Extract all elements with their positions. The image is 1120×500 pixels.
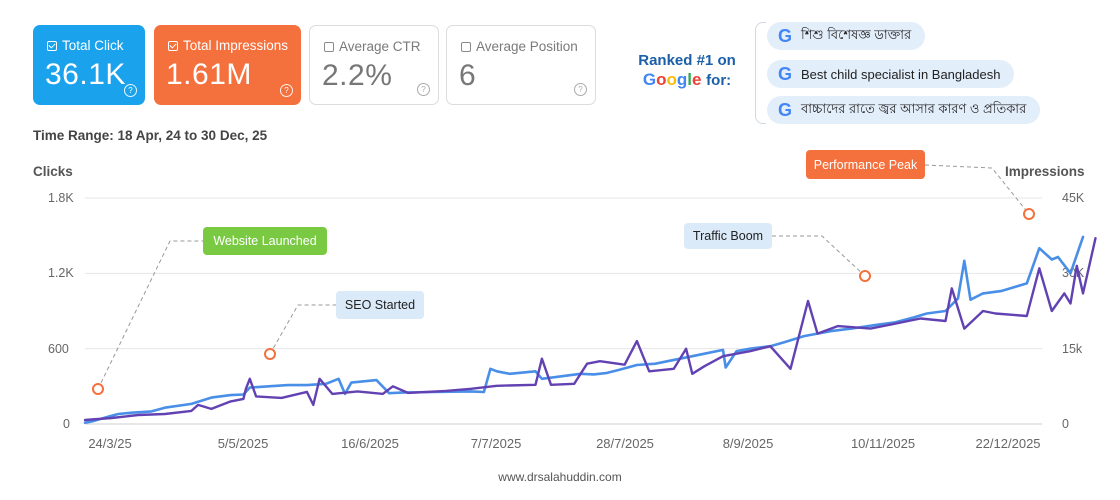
annotation-marker: [859, 270, 871, 282]
keyword-pill[interactable]: G বাচ্চাদের রাতে জ্বর আসার কারণ ও প্রতিক…: [767, 96, 1041, 124]
total-click-card[interactable]: Total Click 36.1K ?: [33, 25, 145, 105]
left-axis-title: Clicks: [33, 164, 73, 179]
right-tick-label: 15k: [1062, 342, 1083, 356]
annotation-marker: [92, 383, 104, 395]
x-tick-label: 10/11/2025: [850, 436, 916, 451]
average-ctr-card[interactable]: Average CTR 2.2% ?: [309, 25, 439, 105]
google-g-icon: G: [777, 25, 792, 46]
keyword-pill[interactable]: G Best child specialist in Bangladesh: [767, 60, 1015, 88]
annotation-leader: [97, 240, 203, 390]
checkbox-icon: [461, 41, 471, 52]
card-label: Average Position: [476, 39, 578, 54]
checkbox-icon: [47, 40, 57, 51]
google-letter: e: [691, 70, 702, 89]
average-position-card[interactable]: Average Position 6 ?: [446, 25, 596, 105]
keyword-text: Best child specialist in Bangladesh: [801, 66, 1001, 82]
keyword-pill[interactable]: G শিশু বিশেষজ্ঞ ডাক্তার: [767, 22, 926, 50]
google-g-icon: G: [777, 63, 792, 84]
google-wordmark: Google for:: [628, 70, 746, 90]
card-label: Average CTR: [339, 39, 421, 54]
google-g-icon: G: [777, 99, 792, 120]
annotation-traffic-boom: Traffic Boom: [684, 223, 772, 249]
google-letter: g: [676, 70, 688, 89]
keyword-bracket: [755, 22, 766, 124]
google-letter: o: [656, 70, 667, 89]
left-tick-label: 1.2K: [48, 266, 74, 280]
footer-url: www.drsalahuddin.com: [498, 470, 622, 484]
keyword-text: শিশু বিশেষজ্ঞ ডাক্তার: [801, 26, 912, 42]
annotation-leader: [772, 235, 866, 277]
annotation-markers: [92, 208, 1035, 395]
x-tick-label: 8/9/2025: [722, 436, 774, 451]
right-tick-label: 0: [1062, 417, 1069, 431]
total-impressions-card[interactable]: Total Impressions 1.61M ?: [154, 25, 301, 105]
google-letter: G: [642, 70, 657, 89]
left-tick-label: 1.8K: [48, 191, 74, 205]
x-tick-label: 28/7/2025: [596, 436, 654, 451]
help-icon[interactable]: ?: [124, 84, 137, 97]
x-tick-label: 7/7/2025: [470, 436, 522, 451]
left-tick-label: 600: [48, 342, 69, 356]
x-tick-label: 5/5/2025: [217, 436, 269, 451]
annotation-leaders: [97, 164, 1030, 390]
card-value: 2.2%: [322, 59, 393, 92]
card-value: 6: [459, 59, 477, 92]
card-value: 1.61M: [166, 58, 252, 91]
right-axis-title: Impressions: [1005, 164, 1085, 179]
left-tick-label: 0: [63, 417, 70, 431]
google-letter: o: [666, 70, 677, 89]
annotation-performance-peak: Performance Peak: [806, 150, 925, 179]
card-value: 36.1K: [45, 58, 126, 91]
card-label: Total Click: [62, 38, 124, 53]
annotation-leader: [269, 304, 336, 355]
help-icon[interactable]: ?: [417, 83, 430, 96]
for-label: for:: [706, 72, 732, 89]
x-tick-label: 24/3/25: [88, 436, 132, 451]
annotation-seo-started: SEO Started: [336, 291, 424, 319]
x-tick-label: 16/6/2025: [341, 436, 399, 451]
annotation-website-launched: Website Launched: [203, 227, 327, 255]
help-icon[interactable]: ?: [574, 83, 587, 96]
annotation-leader: [924, 164, 1030, 215]
annotation-marker: [264, 348, 276, 360]
google-letter: l: [687, 70, 692, 89]
ranked-title: Ranked #1 on: [638, 52, 736, 69]
annotation-marker: [1023, 208, 1035, 220]
series-lines: [83, 235, 1097, 424]
ranked-badge: Ranked #1 on Google for:: [628, 52, 746, 90]
help-icon[interactable]: ?: [280, 84, 293, 97]
checkbox-icon: [324, 41, 334, 52]
right-tick-label: 45K: [1062, 191, 1085, 205]
time-range: Time Range: 18 Apr, 24 to 30 Dec, 25: [33, 128, 268, 143]
checkbox-icon: [168, 40, 178, 51]
series-line-impressions: [83, 237, 1097, 422]
x-tick-label: 22/12/2025: [975, 436, 1041, 451]
grid: [85, 197, 1042, 425]
series-line-clicks: [83, 235, 1085, 424]
card-label: Total Impressions: [183, 38, 289, 53]
keyword-text: বাচ্চাদের রাতে জ্বর আসার কারণ ও প্রতিকার: [801, 100, 1027, 116]
